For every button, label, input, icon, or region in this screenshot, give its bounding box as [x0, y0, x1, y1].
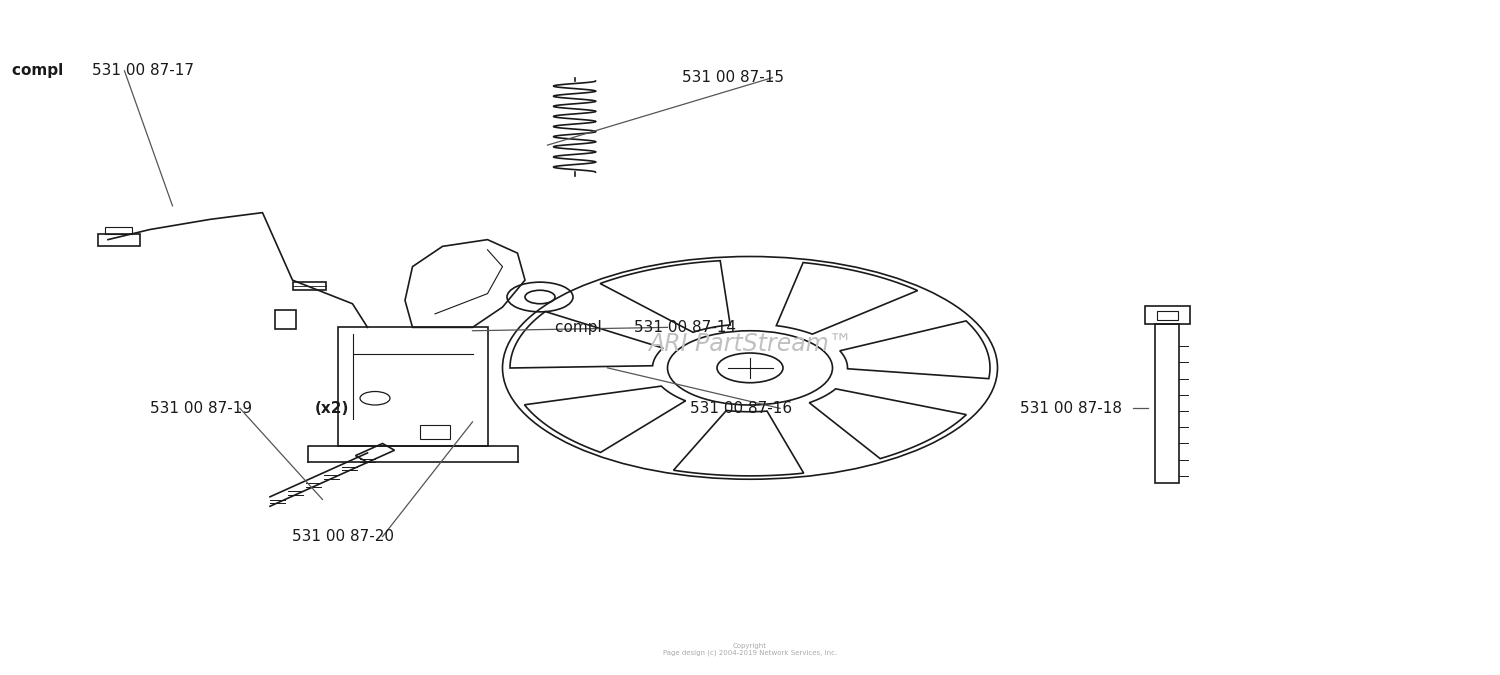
Text: Copyright
Page design (c) 2004-2019 Network Services, Inc.: Copyright Page design (c) 2004-2019 Netw… [663, 643, 837, 656]
Text: 531 00 87-20: 531 00 87-20 [292, 529, 394, 544]
Text: 531 00 87-17: 531 00 87-17 [92, 63, 194, 78]
Text: compl: compl [555, 320, 606, 335]
Text: 531 00 87-18: 531 00 87-18 [1020, 401, 1122, 416]
Text: 531 00 87-14: 531 00 87-14 [634, 320, 736, 335]
Text: 531 00 87-15: 531 00 87-15 [682, 70, 784, 85]
Text: compl: compl [12, 63, 69, 78]
Bar [1155, 324, 1179, 483]
Bar [105, 227, 132, 234]
Text: 531 00 87-19: 531 00 87-19 [150, 401, 256, 416]
Bar [292, 282, 326, 290]
Bar [338, 327, 488, 446]
Bar [274, 310, 296, 329]
Bar [420, 425, 450, 439]
Text: (x2): (x2) [315, 401, 350, 416]
Bar [1156, 311, 1178, 320]
Bar [1144, 306, 1190, 324]
Text: 531 00 87-16: 531 00 87-16 [690, 401, 792, 416]
Bar [98, 234, 140, 246]
Text: ARI PartStream™: ARI PartStream™ [648, 332, 852, 356]
